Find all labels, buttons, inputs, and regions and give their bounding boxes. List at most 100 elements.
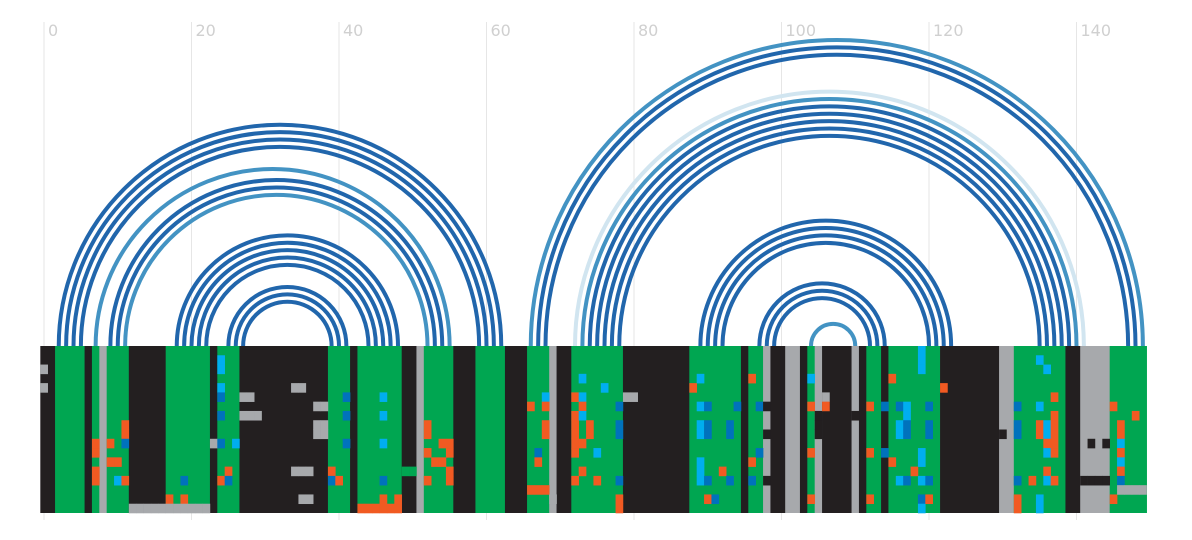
alignment-cell: [895, 401, 904, 412]
alignment-cell: [136, 503, 144, 514]
alignment-column-block: [357, 346, 403, 513]
alignment-cell: [379, 438, 388, 449]
alignment-cell: [593, 448, 602, 458]
alignment-cell: [1050, 438, 1059, 449]
alignment-cell: [704, 420, 712, 430]
base-pair-arc: [71, 137, 489, 347]
base-pair-arc: [595, 112, 1064, 347]
alignment-cell: [187, 503, 196, 514]
alignment-column-block: [401, 346, 417, 513]
alignment-cell: [541, 401, 550, 412]
alignment-cell: [313, 420, 321, 430]
alignment-cell: [1043, 475, 1051, 486]
alignment-cell: [925, 429, 933, 440]
alignment-cell: [696, 429, 705, 440]
alignment-cell: [423, 448, 432, 458]
base-pair-arc: [64, 130, 496, 347]
alignment-cell: [379, 503, 388, 514]
alignment-cell: [1035, 355, 1044, 365]
alignment-cell: [925, 401, 933, 412]
alignment-cell: [180, 475, 189, 486]
base-pair-arc: [602, 119, 1057, 347]
x-tick-label: 80: [638, 21, 658, 40]
alignment-cell: [1087, 475, 1096, 486]
alignment-column-block: [106, 346, 130, 513]
alignment-cell: [578, 466, 587, 477]
alignment-cell: [763, 401, 771, 412]
alignment-cell: [814, 410, 823, 421]
alignment-cell: [814, 429, 823, 440]
alignment-cell: [217, 364, 225, 375]
alignment-cell: [165, 494, 174, 505]
alignment-cell: [114, 475, 122, 486]
alignment-cell: [807, 448, 815, 458]
alignment-cell: [586, 429, 594, 440]
alignment-cell: [91, 466, 100, 477]
alignment-cell: [445, 475, 454, 486]
base-pair-arc: [78, 144, 482, 347]
alignment-cell: [1117, 475, 1125, 486]
alignment-cell: [91, 438, 100, 449]
alignment-cell: [91, 448, 100, 458]
alignment-cell: [246, 410, 255, 421]
x-axis-ticks: 0 20 40 60 80 100 120 140: [48, 21, 1111, 40]
alignment-cell: [1131, 410, 1140, 421]
alignment-cell: [571, 392, 579, 402]
base-pair-arc: [543, 52, 1131, 347]
base-pair-arcs: [56, 37, 1145, 347]
alignment-cell: [888, 373, 897, 384]
alignment-cell: [917, 364, 926, 375]
alignment-cell: [1050, 429, 1059, 440]
base-pair-arc: [573, 89, 1086, 347]
x-tick-label: 140: [1081, 21, 1112, 40]
alignment-cell: [917, 355, 926, 365]
alignment-cell: [1117, 485, 1125, 495]
alignment-cell: [630, 392, 638, 402]
alignment-cell: [150, 503, 159, 514]
alignment-cell: [866, 494, 874, 505]
alignment-cell: [379, 475, 388, 486]
alignment-cell: [1043, 438, 1051, 449]
alignment-cell: [379, 392, 388, 402]
alignment-cell: [541, 392, 550, 402]
alignment-column-block: [851, 346, 860, 513]
alignment-cell: [342, 392, 351, 402]
x-tick-label: 40: [343, 21, 363, 40]
alignment-cell: [1109, 401, 1118, 412]
alignment-cell: [1117, 438, 1125, 449]
alignment-column-block: [785, 346, 801, 513]
alignment-cell: [851, 410, 860, 421]
base-pair-arc: [617, 133, 1042, 347]
alignment-column-block: [571, 346, 624, 513]
alignment-cell: [696, 373, 705, 384]
alignment-cell: [1035, 420, 1044, 430]
base-pair-arc: [226, 285, 349, 347]
alignment-cell: [571, 448, 579, 458]
base-pair-arc: [720, 240, 931, 347]
alignment-cell: [578, 401, 587, 412]
alignment-cell: [1013, 429, 1022, 440]
alignment-column-block: [740, 346, 749, 513]
alignment-cell: [1050, 475, 1059, 486]
alignment-cell: [711, 494, 720, 505]
alignment-cell: [704, 429, 712, 440]
alignment-cell: [180, 494, 189, 505]
alignment-cell: [180, 503, 189, 514]
alignment-cell: [40, 383, 48, 393]
alignment-cell: [704, 475, 712, 486]
alignment-column-block: [881, 346, 889, 513]
alignment-cell: [1087, 438, 1096, 449]
alignment-cell: [704, 494, 712, 505]
alignment-column-block: [209, 346, 218, 513]
alignment-cell: [755, 448, 764, 458]
alignment-cell: [217, 392, 225, 402]
alignment-cell: [431, 457, 439, 467]
alignment-cell: [718, 466, 727, 477]
alignment-cell: [291, 383, 299, 393]
alignment-cell: [217, 438, 225, 449]
alignment-cell: [578, 438, 587, 449]
alignment-cell: [1050, 420, 1059, 430]
alignment-cell: [807, 401, 815, 412]
alignment-heatmap: [40, 346, 1147, 513]
alignment-cell: [1035, 503, 1044, 514]
